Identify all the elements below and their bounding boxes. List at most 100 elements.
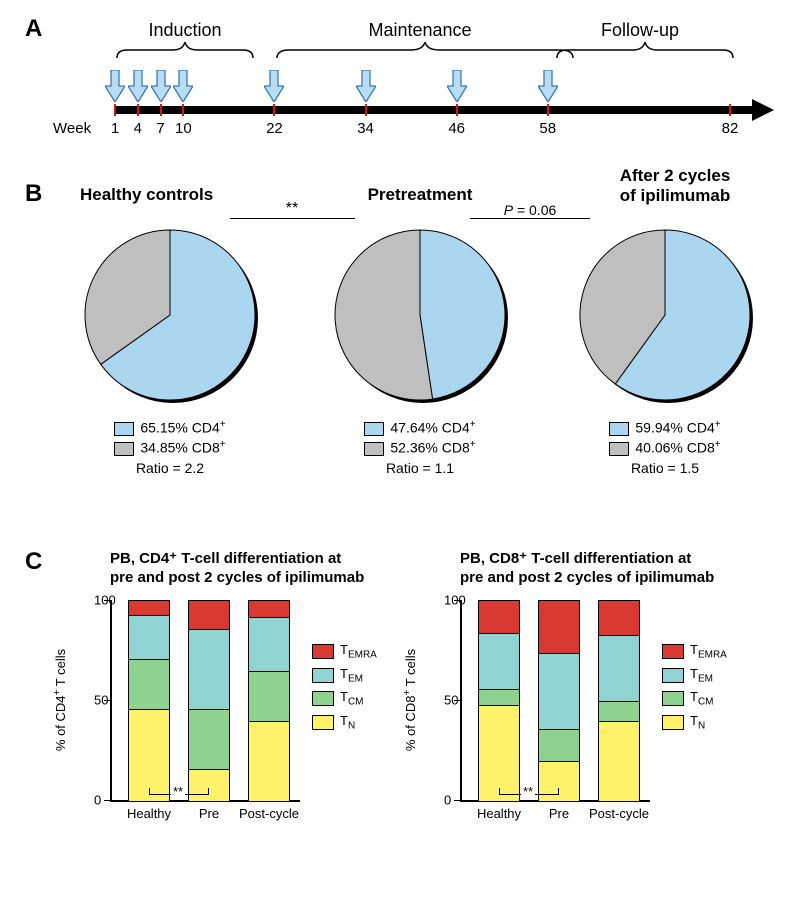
bar-segment-tcm (189, 709, 229, 769)
bar-segment-tn (479, 705, 519, 801)
week-word: Week (53, 120, 91, 137)
week-number: 10 (175, 120, 192, 137)
ytick-label: 100 (94, 593, 100, 608)
dose-arrow-icon (128, 70, 148, 102)
week-number: 22 (266, 120, 283, 137)
panel-a: A Induction Maintenance Follow-up Week 1… (40, 20, 770, 160)
ytick-label: 50 (444, 693, 450, 708)
bar-segment-temra (129, 601, 169, 615)
bar-segment-tn (539, 761, 579, 801)
timeline-line (115, 106, 755, 114)
legend-item: TEM (662, 664, 727, 688)
week-tick (182, 104, 184, 116)
dose-arrow-icon (264, 70, 284, 102)
phase-induction: Induction (125, 20, 245, 41)
bar-segment-tcm (129, 659, 169, 709)
ytick-label: 0 (444, 793, 450, 808)
timeline-arrowhead (752, 99, 774, 121)
pie2-title: Pretreatment (345, 185, 495, 205)
dose-arrow-icon (356, 70, 376, 102)
bar-segment-temra (539, 601, 579, 653)
sig-12: ** (286, 200, 298, 218)
dose-arrow-icon (173, 70, 193, 102)
stacked-bar (598, 600, 640, 800)
week-tick (365, 104, 367, 116)
bar-segment-tcm (539, 729, 579, 761)
brace-induction (115, 42, 255, 62)
bar-segment-tn (249, 721, 289, 801)
y-axis-label: % of CD4+ T cells (52, 649, 68, 751)
legend-item: TCM (662, 687, 727, 711)
ytick-mark (454, 800, 460, 801)
week-tick (456, 104, 458, 116)
phase-maintenance: Maintenance (320, 20, 520, 41)
phase-followup: Follow-up (570, 20, 710, 41)
legend-item: TCM (312, 687, 377, 711)
stacked-bar (128, 600, 170, 800)
bar-segment-temra (249, 601, 289, 617)
week-tick (729, 104, 731, 116)
bar-segment-tem (479, 633, 519, 689)
pie3-title: After 2 cycles of ipilimumab (580, 166, 770, 206)
pie1-title: Healthy controls (80, 185, 260, 205)
legend-item: TEM (312, 664, 377, 688)
bar-segment-tn (189, 769, 229, 801)
dose-arrow-icon (151, 70, 171, 102)
sig-line-23 (470, 218, 590, 219)
brace-followup (555, 42, 735, 62)
week-number: 82 (722, 120, 739, 137)
legend-item: TN (662, 711, 727, 735)
panel-b-letter: B (25, 180, 42, 208)
pie-chart (79, 224, 261, 406)
pie-legend: 59.94% CD4+40.06% CD8+Ratio = 1.5 (575, 418, 755, 478)
stacked-legend: TEMRATEMTCMTN (662, 640, 727, 734)
bar-segment-tem (249, 617, 289, 671)
week-number: 4 (134, 120, 142, 137)
x-category-label: Post-cycle (589, 806, 649, 821)
panel-c-letter: C (25, 548, 42, 576)
week-number: 34 (357, 120, 374, 137)
y-axis (460, 600, 462, 800)
stacked-bar (188, 600, 230, 800)
bar-segment-tem (129, 615, 169, 659)
legend-item: TN (312, 711, 377, 735)
legend-item: TEMRA (312, 640, 377, 664)
x-category-label: Pre (199, 806, 219, 821)
ytick-label: 0 (94, 793, 100, 808)
ytick-label: 100 (444, 593, 450, 608)
pie-chart (329, 224, 511, 406)
bar-segment-temra (189, 601, 229, 629)
week-number: 58 (539, 120, 556, 137)
week-tick (273, 104, 275, 116)
bar-segment-temra (599, 601, 639, 635)
bar-segment-tcm (479, 689, 519, 705)
week-tick (114, 104, 116, 116)
week-number: 1 (111, 120, 119, 137)
week-number: 7 (156, 120, 164, 137)
week-number: 46 (448, 120, 465, 137)
dose-arrow-icon (538, 70, 558, 102)
dose-arrow-icon (105, 70, 125, 102)
panel-c: C PB, CD4⁺ T-cell differentiation at pre… (40, 550, 770, 880)
brace-maintenance (275, 42, 575, 62)
bar-segment-tem (599, 635, 639, 701)
pie-legend: 47.64% CD4+52.36% CD8+Ratio = 1.1 (330, 418, 510, 478)
figure-root: A Induction Maintenance Follow-up Week 1… (0, 0, 800, 918)
week-tick (547, 104, 549, 116)
panel-a-letter: A (25, 15, 42, 43)
ytick-label: 50 (94, 693, 100, 708)
stacked-bar (538, 600, 580, 800)
x-category-label: Healthy (477, 806, 521, 821)
sig-line-12 (230, 218, 355, 219)
x-category-label: Healthy (127, 806, 171, 821)
bar-segment-tn (599, 721, 639, 801)
sig-23: P = 0.06 (504, 202, 557, 218)
pie-chart (574, 224, 756, 406)
pie-legend: 65.15% CD4+34.85% CD8+Ratio = 2.2 (80, 418, 260, 478)
legend-item: TEMRA (662, 640, 727, 664)
bar-segment-tem (189, 629, 229, 709)
x-category-label: Pre (549, 806, 569, 821)
c-right-title: PB, CD8⁺ T-cell differentiation at pre a… (460, 550, 714, 588)
y-axis-label: % of CD8+ T cells (402, 649, 418, 751)
bar-segment-temra (479, 601, 519, 633)
